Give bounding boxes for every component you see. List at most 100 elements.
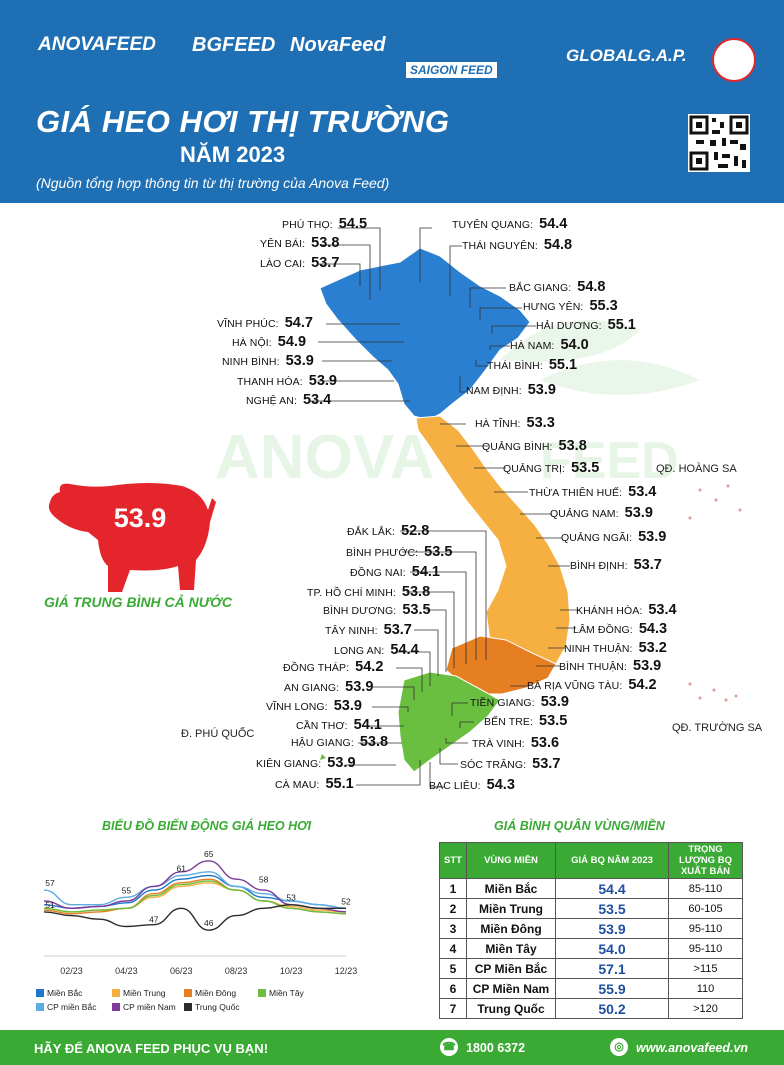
province-label: NGHỆ AN: 53.4: [246, 393, 331, 408]
data-label: 46: [204, 918, 214, 928]
province-price: 53.9: [333, 698, 362, 714]
province-name: VĨNH PHÚC:: [217, 318, 279, 330]
province-price: 53.4: [648, 602, 677, 618]
province-price: 54.4: [539, 216, 568, 232]
region-north: [319, 247, 531, 421]
province-name: THÁI BÌNH:: [487, 360, 543, 372]
province-label: HÀ TĨNH: 53.3: [475, 416, 555, 431]
footer-bar: HÃY ĐỂ ANOVA FEED PHỤC VỤ BẠN! ☎ 1800 63…: [0, 1030, 784, 1065]
province-price: 53.9: [638, 529, 667, 545]
header-banner: ANOVAFEED BGFEED NovaFeed SAIGON FEED GL…: [0, 0, 784, 203]
province-label: YÊN BÁI: 53.8: [260, 236, 339, 251]
globe-icon: ◎: [610, 1038, 628, 1056]
province-label: QUẢNG NAM: 53.9: [550, 506, 653, 521]
province-name: HÀ NỘI:: [232, 337, 272, 349]
island-truong-sa: QĐ. TRƯỜNG SA: [672, 722, 763, 734]
legend-swatch: [184, 1003, 192, 1011]
legend-label: Miền Đông: [195, 988, 237, 998]
province-label: NINH THUẬN: 53.2: [564, 641, 667, 656]
province-label: BÌNH THUẬN: 53.9: [559, 659, 661, 674]
legend-item: Miền Bắc: [36, 988, 82, 998]
row-stt: 6: [439, 978, 467, 999]
province-label: LONG AN: 54.4: [334, 643, 419, 658]
province-name: BẮC GIANG:: [509, 282, 572, 294]
province-price: 54.4: [390, 642, 419, 658]
province-label: HÀ NAM: 54.0: [510, 338, 589, 353]
legend-item: Miền Đông: [184, 988, 236, 998]
province-price: 53.4: [628, 484, 657, 500]
qr-code-icon[interactable]: [688, 114, 750, 172]
province-price: 53.8: [311, 235, 340, 251]
province-label: KIÊN GIANG: 53.9: [256, 756, 356, 771]
province-name: AN GIANG:: [284, 682, 340, 694]
col-weight: TRỌNG LƯỢNG BQ XUẤT BÁN: [668, 842, 743, 879]
province-label: TRÀ VINH: 53.6: [472, 736, 559, 751]
province-label: LÂM ĐỒNG: 54.3: [573, 622, 667, 637]
row-region: Miền Đông: [466, 918, 556, 939]
footer-phone[interactable]: 1800 6372: [466, 1041, 526, 1055]
province-price: 53.9: [527, 382, 556, 398]
legend-swatch: [36, 989, 44, 997]
province-label: PHÚ THỌ: 54.5: [282, 217, 367, 232]
table-row: 5 CP Miền Bắc 57.1 >115: [439, 958, 743, 979]
province-price: 53.7: [633, 557, 662, 573]
province-name: TRÀ VINH:: [472, 738, 525, 750]
x-tick-label: 04/23: [115, 966, 138, 976]
chart-title: BIỂU ĐỒ BIẾN ĐỘNG GIÁ HEO HƠI: [102, 819, 312, 833]
legend-item: Miền Tây: [258, 988, 304, 998]
legend-item: CP miền Nam: [112, 1002, 176, 1012]
table-row: 1 Miền Bắc 54.4 85-110: [439, 878, 743, 899]
province-name: SÓC TRĂNG:: [460, 759, 527, 771]
province-label: NINH BÌNH: 53.9: [222, 354, 314, 369]
region-price-table: STT VÙNG MIỀN GIÁ BQ NĂM 2023 TRỌNG LƯỢN…: [439, 842, 743, 1019]
province-price: 53.9: [540, 694, 569, 710]
legend-label: Miền Trung: [123, 988, 166, 998]
province-price: 54.5: [338, 216, 368, 232]
province-name: TIỀN GIANG:: [470, 697, 535, 709]
province-label: KHÁNH HÒA: 53.4: [576, 603, 677, 618]
series-line: [43, 880, 347, 915]
province-name: TP. HỒ CHÍ MINH:: [307, 587, 396, 599]
province-label: THÁI NGUYÊN: 54.8: [462, 238, 572, 253]
province-name: KIÊN GIANG:: [256, 758, 322, 770]
table-row: 2 Miền Trung 53.5 60-105: [439, 898, 743, 919]
row-region: Miền Bắc: [466, 878, 556, 899]
province-price: 54.9: [277, 334, 307, 350]
col-stt: STT: [439, 842, 467, 879]
national-average-value: 53.9: [113, 503, 167, 533]
province-price: 54.1: [353, 717, 382, 733]
province-price: 54.3: [638, 621, 668, 637]
data-label: 58: [259, 874, 269, 884]
data-label: 55: [122, 885, 132, 895]
legend-swatch: [258, 989, 266, 997]
row-weight: 110: [668, 978, 743, 999]
province-name: QUẢNG NAM:: [550, 508, 619, 520]
province-name: QUẢNG TRỊ:: [503, 463, 566, 475]
row-price: 55.9: [555, 978, 669, 999]
province-price: 54.7: [284, 315, 313, 331]
province-name: THANH HÓA:: [237, 376, 303, 388]
footer-website[interactable]: www.anovafeed.vn: [636, 1041, 749, 1055]
svg-text:FEED: FEED: [540, 432, 679, 490]
logo-globalgap: GLOBALG.A.P.: [566, 46, 687, 65]
province-price: 53.9: [624, 505, 653, 521]
province-price: 53.5: [539, 713, 568, 729]
province-name: NAM ĐỊNH:: [466, 385, 522, 397]
province-name: QUẢNG NGÃI:: [561, 532, 633, 544]
logo-saigonfeed: SAIGON FEED: [406, 62, 497, 78]
table-title: GIÁ BÌNH QUÂN VÙNG/MIỀN: [494, 819, 665, 833]
province-name: NINH THUẬN:: [564, 643, 633, 655]
province-price: 54.8: [543, 237, 573, 253]
row-region: Miền Tây: [466, 938, 556, 959]
province-price: 54.2: [628, 677, 657, 693]
series-line: [43, 903, 346, 931]
page-source: (Nguồn tổng hợp thông tin từ thị trường …: [36, 175, 390, 191]
svg-text:ANOVA: ANOVA: [215, 423, 434, 492]
province-price: 54.1: [411, 564, 440, 580]
province-label: AN GIANG: 53.9: [284, 680, 373, 695]
row-weight: 95-110: [668, 938, 743, 959]
row-region: CP Miền Nam: [466, 978, 556, 999]
province-label: BÌNH PHƯỚC: 53.5: [346, 545, 452, 560]
page-title: GIÁ HEO HƠI THỊ TRƯỜNG: [36, 104, 450, 139]
province-name: LÀO CAI:: [260, 258, 306, 270]
